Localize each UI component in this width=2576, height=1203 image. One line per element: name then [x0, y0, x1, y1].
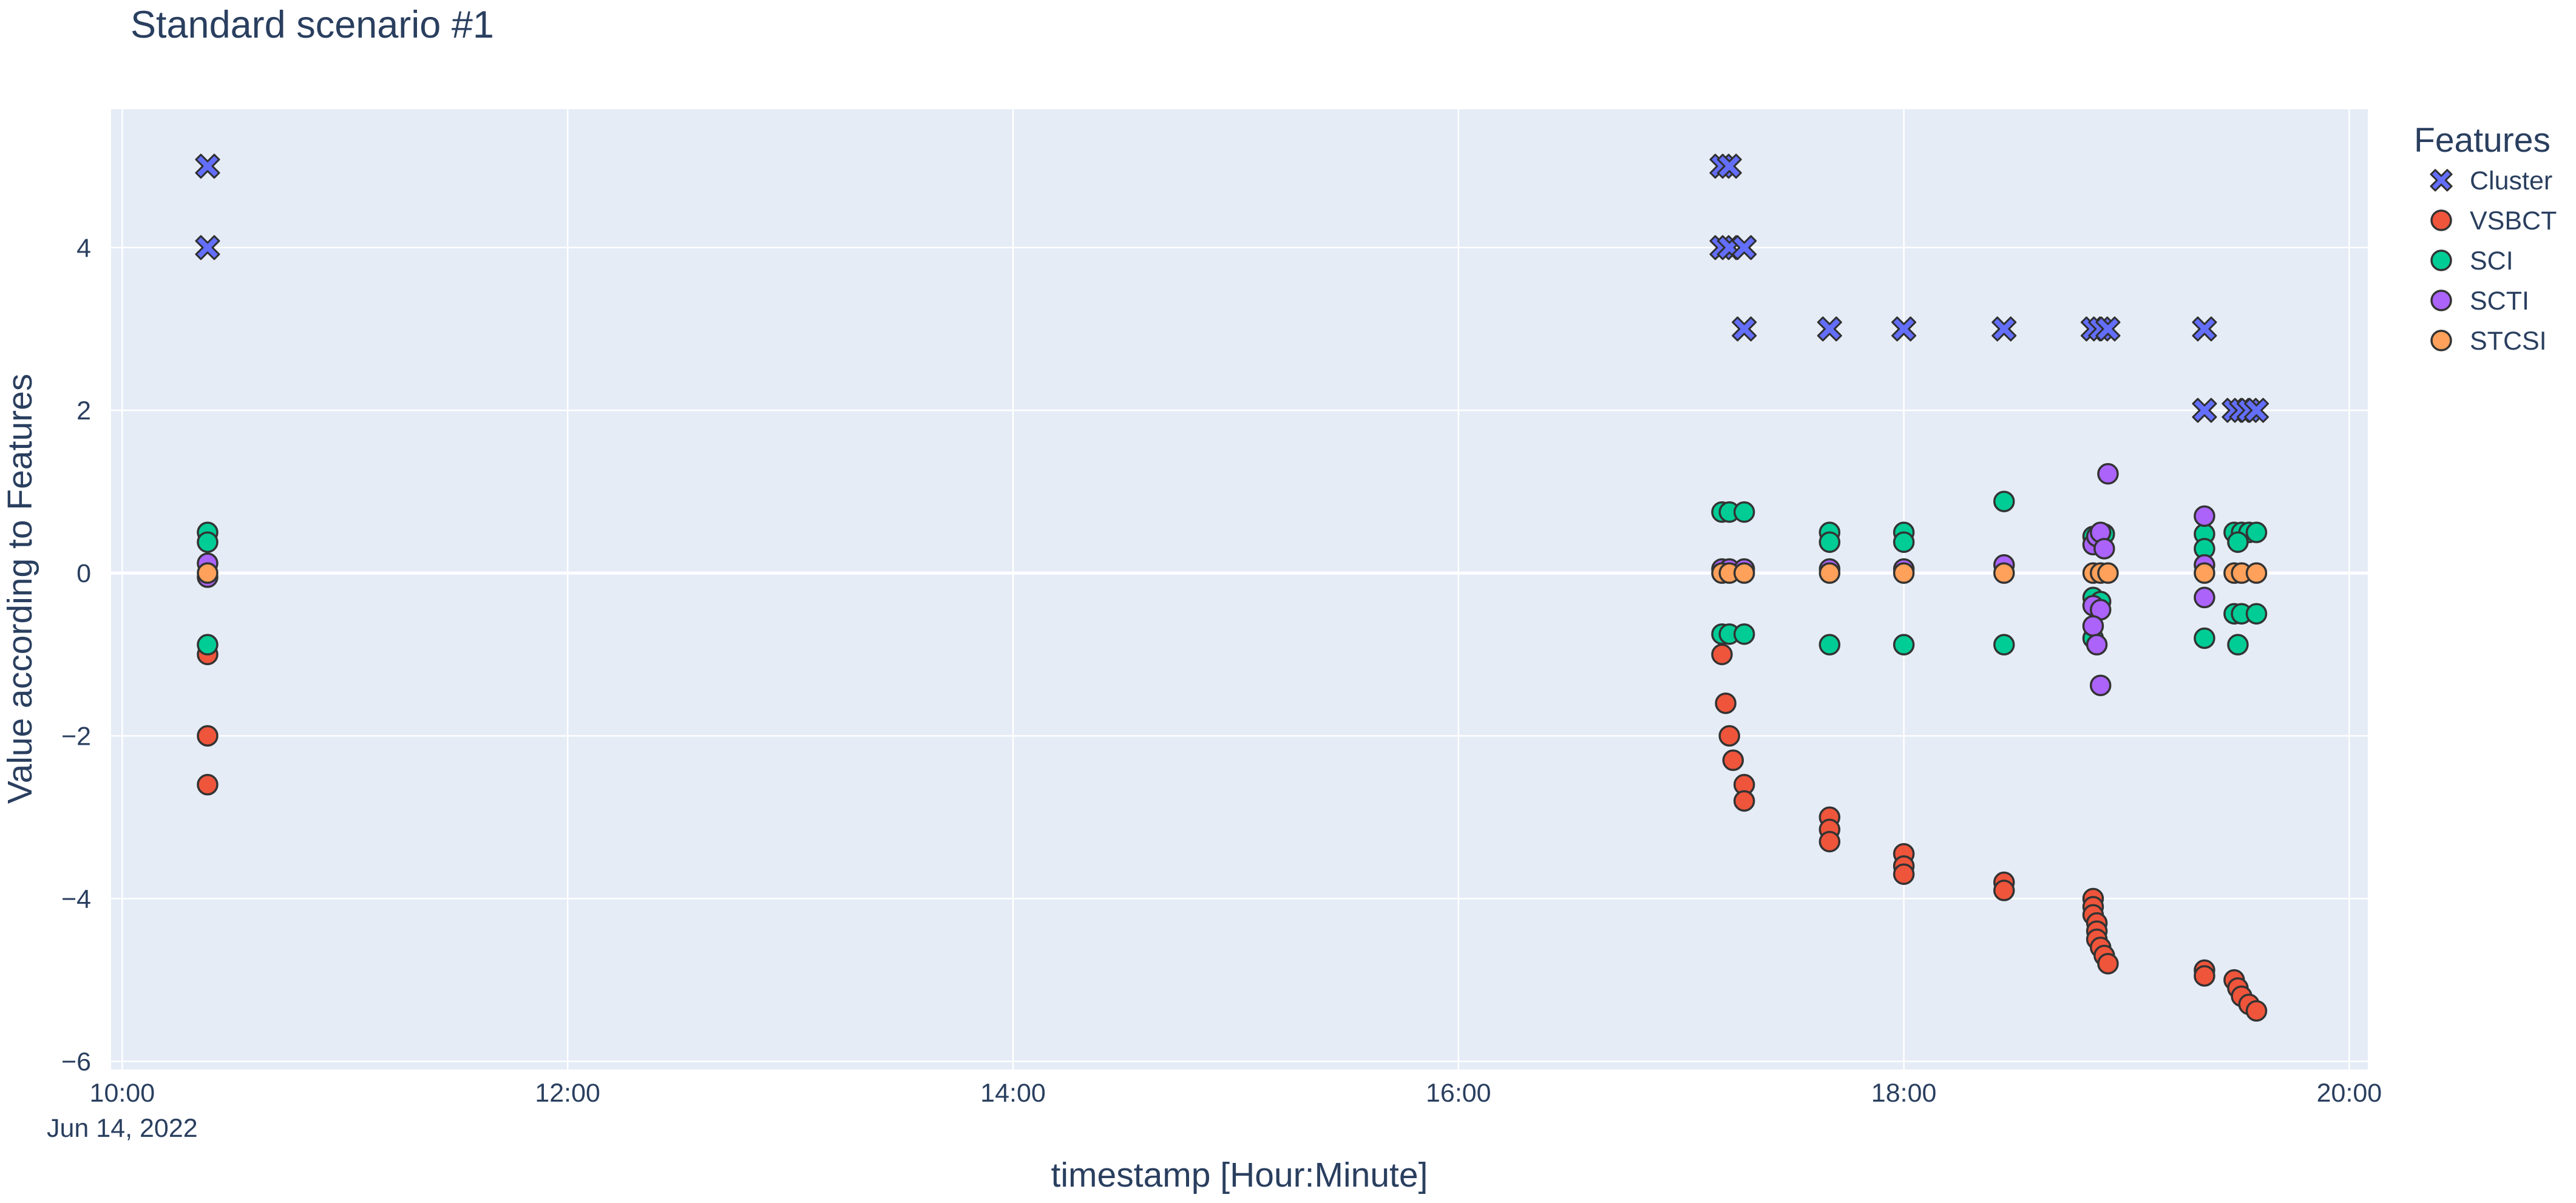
vsbct-marker — [1818, 830, 1841, 853]
cluster-marker — [1817, 316, 1842, 342]
vsbct-marker — [1733, 790, 1755, 812]
data-points — [195, 154, 2269, 1022]
y-tick-label: 2 — [76, 396, 91, 425]
cluster-marker — [195, 235, 220, 260]
scti-marker — [2093, 538, 2115, 560]
vsbct-marker — [2097, 952, 2119, 975]
sci-marker — [1818, 531, 1841, 553]
legend-sci-symbol — [2430, 249, 2452, 271]
series-cluster — [195, 154, 2269, 423]
cluster-marker — [1991, 316, 2017, 342]
legend-vsbct-symbol — [2430, 209, 2452, 231]
cluster-marker — [1732, 316, 1757, 342]
x-tick-label: 14:00 — [980, 1079, 1046, 1108]
cluster-marker — [2192, 398, 2217, 423]
x-tick-label: 16:00 — [1426, 1079, 1491, 1108]
cluster-marker — [1891, 316, 1917, 342]
cluster-marker — [1717, 154, 1742, 179]
sci-marker — [197, 634, 219, 656]
y-tick-label: −2 — [61, 722, 91, 751]
sci-marker — [1993, 490, 2015, 512]
x-tick-label: 18:00 — [1871, 1079, 1937, 1108]
y-tick-label: −4 — [61, 884, 91, 913]
cluster-marker — [195, 154, 220, 179]
scti-marker — [2089, 674, 2112, 696]
scti-marker — [2086, 634, 2108, 656]
x-axis-ticks: 10:00 Jun 14, 2022 12:00 14:00 16:00 18:00 20:… — [47, 1079, 2382, 1143]
stcsi-marker — [1818, 562, 1841, 584]
series-vsbct — [197, 643, 2268, 1022]
stcsi-marker — [197, 562, 219, 584]
sci-marker — [2194, 627, 2215, 649]
sci-marker — [2245, 521, 2268, 543]
y-tick-label: −6 — [61, 1048, 91, 1077]
legend-label: SCI — [2470, 246, 2513, 276]
x-axis-title: timestamp [Hour:Minute] — [1051, 1156, 1428, 1195]
cluster-marker — [2192, 316, 2217, 342]
x-tick-date-label: Jun 14, 2022 — [47, 1114, 198, 1143]
sci-marker — [2227, 531, 2249, 553]
sci-marker — [1733, 501, 1755, 523]
scti-marker — [2194, 586, 2215, 609]
vsbct-marker — [1711, 643, 1733, 666]
sci-marker — [1893, 531, 1915, 553]
plot-background — [111, 109, 2368, 1069]
x-tick-label: 10:00 — [90, 1079, 155, 1108]
sci-marker — [1993, 634, 2015, 656]
vsbct-marker — [2245, 1000, 2268, 1022]
legend-label: Cluster — [2470, 166, 2552, 195]
legend-cluster-symbol — [2430, 169, 2453, 192]
legend: Features Cluster VSBCT SCI SCTI STCSI — [2414, 121, 2557, 356]
legend-label: VSBCT — [2470, 206, 2557, 236]
scti-marker — [2194, 505, 2215, 527]
grid-lines — [111, 109, 2368, 1069]
vsbct-marker — [1718, 725, 1740, 747]
vsbct-marker — [1893, 863, 1915, 885]
cluster-marker — [1732, 235, 1757, 260]
sci-marker — [1733, 623, 1755, 645]
vsbct-marker — [1722, 749, 1744, 771]
cluster-marker — [2095, 316, 2121, 342]
vsbct-marker — [2194, 965, 2215, 987]
y-axis-ticks: −6 −4 −2 0 2 4 — [61, 234, 91, 1077]
x-tick-label: 12:00 — [535, 1079, 600, 1108]
vsbct-marker — [1993, 879, 2015, 901]
sci-marker — [1893, 634, 1915, 656]
vsbct-marker — [197, 774, 219, 796]
sci-marker — [197, 531, 219, 553]
chart-title: Standard scenario #1 — [130, 4, 494, 46]
vsbct-marker — [1715, 692, 1737, 714]
legend-label: SCTI — [2470, 286, 2529, 316]
stcsi-marker — [2097, 562, 2119, 584]
stcsi-marker — [1993, 562, 2015, 584]
vsbct-marker — [197, 725, 219, 747]
x-tick-label: 20:00 — [2317, 1079, 2382, 1108]
series-stcsi — [197, 562, 2268, 584]
stcsi-marker — [2194, 562, 2215, 584]
sci-marker — [2227, 634, 2249, 656]
cluster-marker — [2244, 398, 2269, 423]
y-tick-label: 4 — [76, 234, 91, 263]
sci-marker — [1818, 634, 1841, 656]
sci-marker — [2245, 603, 2268, 625]
legend-label: STCSI — [2470, 327, 2547, 356]
scti-marker — [2082, 615, 2104, 637]
legend-title: Features — [2414, 121, 2551, 160]
stcsi-marker — [2245, 562, 2268, 584]
y-tick-label: 0 — [76, 559, 91, 588]
legend-stcsi-symbol — [2430, 330, 2452, 351]
scti-marker — [2097, 463, 2119, 485]
y-axis-title: Value according to Features — [1, 374, 39, 804]
legend-scti-symbol — [2430, 290, 2452, 311]
stcsi-marker — [1893, 562, 1915, 584]
stcsi-marker — [1733, 562, 1755, 584]
